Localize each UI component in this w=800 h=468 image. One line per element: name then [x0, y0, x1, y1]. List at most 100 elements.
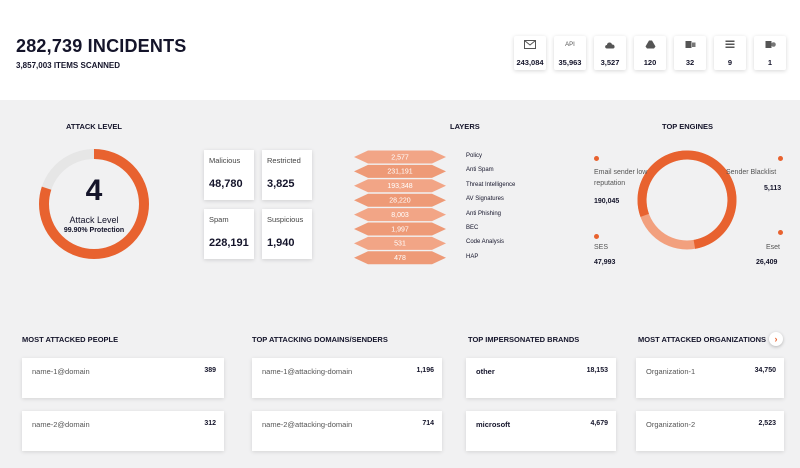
- most-attacked-people-title: MOST ATTACKED PEOPLE: [22, 335, 119, 344]
- stat-card-malicious[interactable]: Malicious 48,780: [204, 150, 254, 200]
- list-item[interactable]: name-2@attacking-domain 714: [252, 411, 442, 451]
- engine-value: 190,045: [594, 198, 620, 205]
- engine-dot: [594, 156, 599, 161]
- layer-label: HAP: [466, 253, 479, 260]
- list-item-value: 1,196: [416, 367, 434, 374]
- stat-card-restricted[interactable]: Restricted 3,825: [262, 150, 312, 200]
- channel-drive[interactable]: 120: [634, 36, 666, 70]
- layer-band: [354, 251, 446, 265]
- page-title: 282,739 INCIDENTS: [16, 36, 187, 56]
- attack-level-gauge: [39, 149, 149, 259]
- channel-value: 1: [767, 57, 773, 67]
- engine-name: Sender Blacklist: [726, 169, 777, 176]
- layer-band: [354, 236, 446, 250]
- channel-value: 243,084: [516, 57, 544, 67]
- list-item-name: name-2@domain: [32, 420, 90, 429]
- most-attacked-orgs-title: MOST ATTACKED ORGANIZATIONS: [638, 335, 767, 344]
- most-attacked-orgs-title-clip: MOST ATTACKED ORGANIZATIONS: [638, 330, 768, 346]
- engine-name: Eset: [766, 244, 781, 251]
- layer-label: AV Signatures: [466, 196, 504, 203]
- channel-teams[interactable]: 32: [674, 36, 706, 70]
- layers-funnel: 2,577 231,191 193,348 28,220 8,003 1,997 531 47…: [354, 150, 446, 265]
- stat-value: 228,191: [209, 237, 249, 249]
- engine-dot: [778, 230, 783, 235]
- cloud-icon: [604, 40, 616, 50]
- layer-band: [354, 208, 446, 222]
- channel-value: 3,527: [600, 57, 620, 67]
- channel-mail[interactable]: 243,084: [514, 36, 546, 70]
- layer-label: Anti Phishing: [466, 210, 502, 217]
- channel-value: 120: [643, 57, 657, 67]
- layer-value: 231,191: [387, 169, 412, 176]
- list-item-value: 312: [204, 420, 216, 427]
- mail-icon: [524, 40, 536, 50]
- top-engines-title: TOP ENGINES: [662, 122, 713, 131]
- layer-label: BEC: [466, 225, 479, 231]
- channel-value: 9: [727, 57, 733, 67]
- donut-segment-main: [637, 150, 737, 250]
- layer-value: 478: [394, 255, 406, 262]
- list-item-name: microsoft: [476, 420, 511, 429]
- layer-value: 2,577: [391, 154, 409, 161]
- stat-value: 48,780: [209, 178, 243, 190]
- layer-value: 28,220: [389, 198, 411, 205]
- channel-value: 32: [685, 57, 695, 67]
- list-item-name: name-1@attacking-domain: [262, 367, 353, 376]
- top-engines-donut: [637, 150, 737, 250]
- layer-value: 193,348: [387, 183, 412, 190]
- teams-icon: [685, 40, 696, 50]
- engine-name: Email sender low reputation: [594, 169, 648, 187]
- stat-value: 1,940: [267, 237, 295, 249]
- list-item[interactable]: Organization-1 34,750: [636, 358, 784, 398]
- list-item-name: other: [476, 367, 495, 376]
- gauge-fill: [39, 149, 149, 259]
- list-item[interactable]: other 18,153: [466, 358, 616, 398]
- channel-api[interactable]: API 35,963: [554, 36, 586, 70]
- channel-document[interactable]: 9: [714, 36, 746, 70]
- top-attacking-domains-title: TOP ATTACKING DOMAINS/SENDERS: [252, 335, 388, 344]
- channel-cloud[interactable]: 3,527: [594, 36, 626, 70]
- stat-label: Restricted: [267, 156, 301, 165]
- items-scanned: 3,857,003 ITEMS SCANNED: [16, 61, 121, 70]
- stat-value: 3,825: [267, 178, 295, 190]
- engine-dot: [778, 156, 783, 161]
- stat-label: Spam: [209, 215, 229, 224]
- attack-level-title: ATTACK LEVEL: [66, 122, 122, 131]
- protection-rate: 99.90% Protection: [63, 227, 125, 234]
- engine-dot: [594, 234, 599, 239]
- next-arrow-button[interactable]: ›: [769, 332, 783, 346]
- channel-value: 35,963: [558, 57, 582, 67]
- list-item[interactable]: name-1@attacking-domain 1,196: [252, 358, 442, 398]
- header: 282,739 INCIDENTS 3,857,003 ITEMS SCANNE…: [0, 0, 800, 100]
- stat-card-spam[interactable]: Spam 228,191: [204, 209, 254, 259]
- list-item[interactable]: name-2@domain 312: [22, 411, 224, 451]
- layer-label: Code Analysis: [466, 239, 505, 246]
- list-item[interactable]: name-1@domain 389: [22, 358, 224, 398]
- list-item-value: 18,153: [586, 367, 608, 374]
- list-item[interactable]: microsoft 4,679: [466, 411, 616, 451]
- list-item-name: name-1@domain: [32, 367, 90, 376]
- list-item-name: name-2@attacking-domain: [262, 420, 353, 429]
- stat-card-suspicious[interactable]: Suspicious 1,940: [262, 209, 312, 259]
- list-item-value: 2,523: [758, 420, 776, 427]
- document-icon: [725, 40, 735, 50]
- layer-value: 1,997: [391, 226, 409, 233]
- stat-label: Suspicious: [267, 215, 304, 224]
- list-item-name: Organization-1: [646, 367, 696, 376]
- layers-title: LAYERS: [450, 122, 480, 131]
- top-impersonated-brands-title: TOP IMPERSONATED BRANDS: [468, 335, 580, 344]
- channel-sharepoint[interactable]: 1: [754, 36, 786, 70]
- list-item[interactable]: Organization-2 2,523: [636, 411, 784, 451]
- stat-label: Malicious: [209, 156, 241, 165]
- sharepoint-icon: [765, 40, 776, 50]
- chevron-right-icon: ›: [774, 334, 778, 344]
- layer-value: 8,003: [391, 212, 409, 219]
- engine-name: SES: [594, 244, 609, 251]
- engine-value: 5,113: [764, 185, 782, 192]
- layer-label: Anti Spam: [466, 167, 494, 174]
- engine-value: 26,409: [756, 259, 778, 266]
- list-item-name: Organization-2: [646, 420, 696, 429]
- list-item-value: 714: [422, 420, 434, 427]
- drive-icon: [645, 40, 656, 50]
- layer-label: Threat Intelligence: [466, 181, 516, 188]
